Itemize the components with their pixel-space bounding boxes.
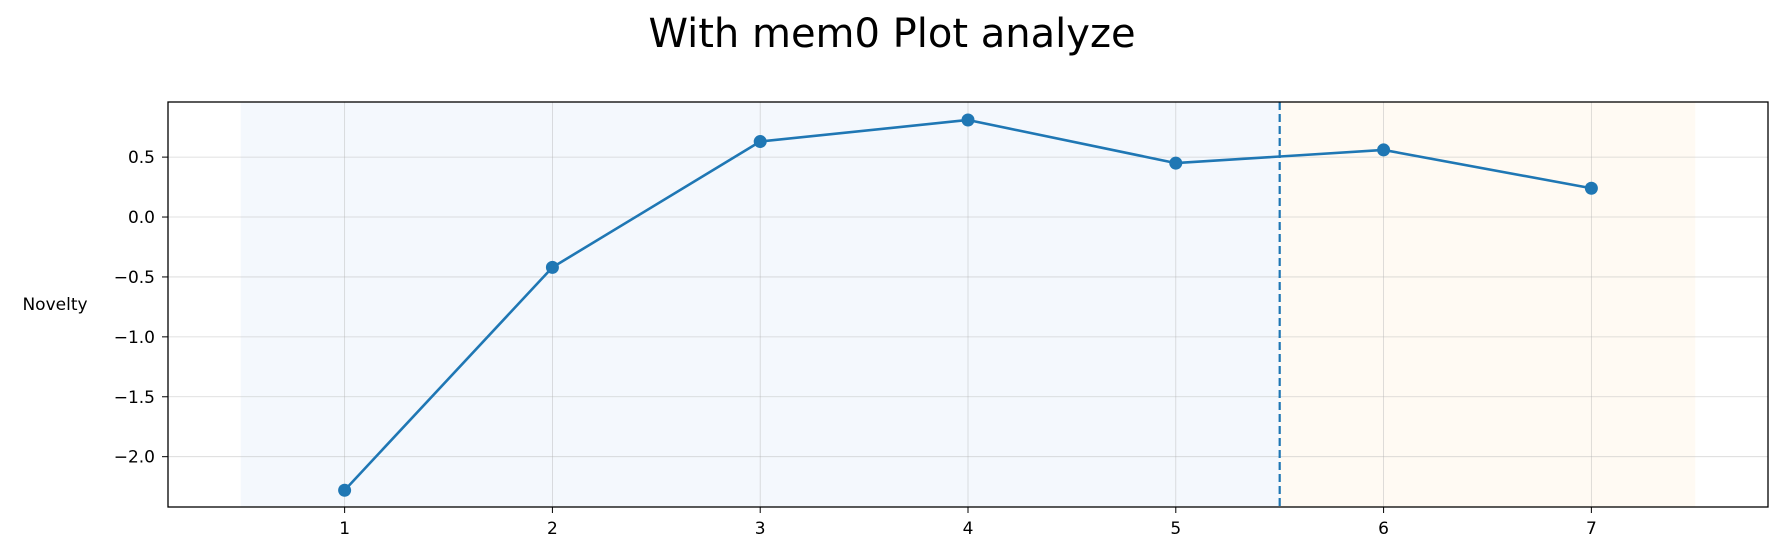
x-axis-ticks: 1 2 3 4 5 6 7 [339, 507, 1597, 539]
data-point-3 [753, 135, 767, 149]
data-point-5 [1169, 156, 1183, 170]
chart-title: With mem0 Plot analyze [648, 11, 1135, 57]
x-tick-label: 5 [1170, 519, 1181, 539]
x-tick-label: 7 [1586, 519, 1597, 539]
data-point-7 [1584, 181, 1598, 195]
x-tick-label: 6 [1378, 519, 1389, 539]
x-tick-label: 1 [339, 519, 350, 539]
series-novelty [338, 113, 1598, 497]
y-tick-label: −1.0 [114, 328, 155, 348]
x-tick-label: 3 [755, 519, 766, 539]
y-tick-label: −2.0 [114, 448, 155, 468]
shaded-region-2 [1279, 102, 1696, 507]
data-point-1 [338, 483, 352, 497]
y-tick-label: −0.5 [114, 268, 155, 288]
data-point-6 [1377, 143, 1391, 157]
y-axis-label: Novelty [22, 295, 87, 315]
y-tick-label: 0.5 [128, 148, 155, 168]
data-point-2 [545, 260, 559, 274]
y-tick-label: 0.0 [128, 208, 155, 228]
y-tick-label: −1.5 [114, 388, 155, 408]
x-tick-label: 4 [963, 519, 974, 539]
data-point-4 [961, 113, 975, 127]
y-axis-ticks: 0.5 0.0 −0.5 −1.0 −1.5 −2.0 [114, 148, 168, 468]
x-tick-label: 2 [547, 519, 558, 539]
